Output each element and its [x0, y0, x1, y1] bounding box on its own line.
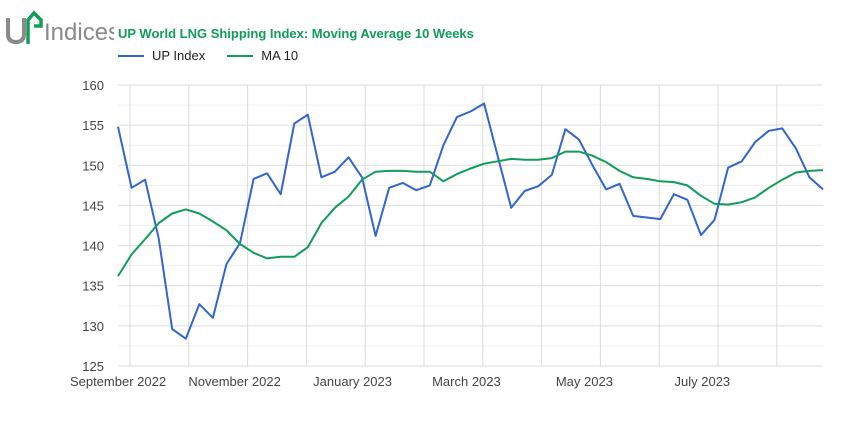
x-tick-label: September 2022: [70, 374, 166, 389]
x-tick-label: January 2023: [313, 374, 392, 389]
x-tick-label: November 2022: [188, 374, 281, 389]
x-tick-label: July 2023: [675, 374, 731, 389]
legend-swatch-up-index: [118, 54, 144, 57]
up-indices-logo: Indices: [6, 10, 114, 46]
y-tick-label: 140: [82, 239, 104, 254]
series-line-up-index: [117, 102, 824, 340]
y-tick-label: 125: [82, 359, 104, 374]
y-tick-label: 135: [82, 279, 104, 294]
y-tick-label: 155: [82, 118, 104, 133]
legend-swatch-ma10: [227, 54, 254, 57]
y-tick-label: 130: [82, 319, 104, 334]
y-tick-label: 160: [82, 78, 104, 93]
y-tick-label: 145: [82, 198, 104, 213]
x-tick-label: March 2023: [432, 374, 501, 389]
legend-label: UP Index: [152, 48, 206, 63]
legend-label: MA 10: [261, 48, 299, 63]
legend-item-ma10[interactable]: MA 10: [227, 48, 298, 63]
x-tick-label: May 2023: [556, 374, 613, 389]
legend-item-up-index[interactable]: UP Index: [118, 48, 205, 63]
y-tick-label: 150: [82, 158, 104, 173]
series-line-ma10: [117, 150, 824, 277]
legend: UP Index MA 10: [118, 48, 298, 63]
svg-text:Indices: Indices: [44, 19, 114, 46]
chart-title: UP World LNG Shipping Index: Moving Aver…: [118, 26, 474, 41]
